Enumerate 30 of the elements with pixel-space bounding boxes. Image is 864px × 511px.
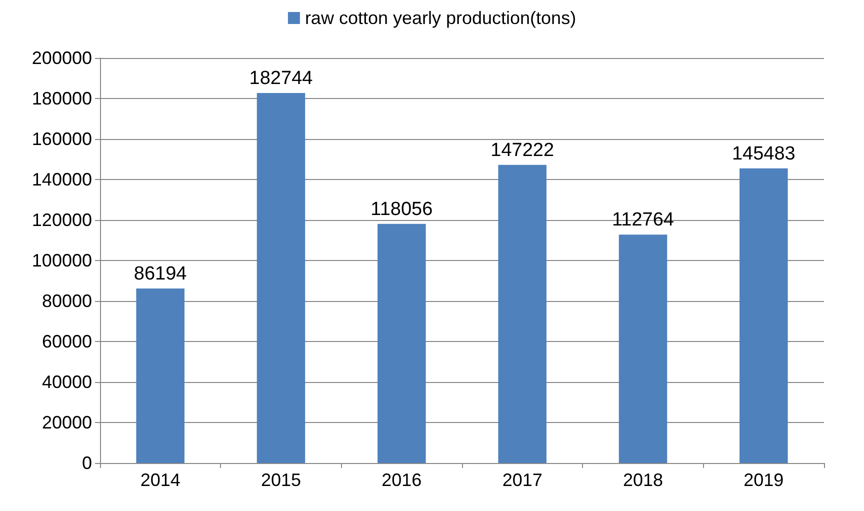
bar	[618, 234, 668, 463]
data-label: 118056	[370, 198, 433, 220]
x-tick-label: 2019	[744, 470, 784, 490]
legend-label: raw cotton yearly production(tons)	[304, 8, 576, 28]
y-tick-label: 180000	[32, 88, 92, 108]
y-tick-label: 0	[82, 453, 92, 473]
y-tick-label: 40000	[42, 372, 92, 392]
y-tick-label: 80000	[42, 291, 92, 311]
data-label: 182744	[249, 68, 314, 89]
x-tick-label: 2015	[260, 470, 302, 490]
data-label: 145483	[732, 143, 796, 164]
x-tick-label: 2017	[502, 470, 542, 490]
bar	[498, 164, 546, 463]
x-tick-label: 2018	[622, 470, 664, 490]
y-tick-label: 100000	[32, 250, 92, 270]
x-tick-label: 2014	[140, 470, 180, 490]
y-tick-label: 60000	[42, 332, 92, 352]
y-tick-label: 120000	[32, 210, 92, 230]
bar	[740, 168, 788, 463]
y-tick-label: 200000	[32, 48, 92, 68]
bar	[256, 92, 306, 463]
data-label: 147222	[490, 140, 554, 161]
y-tick-label: 20000	[42, 412, 92, 432]
bar	[378, 224, 426, 463]
x-tick-label: 2016	[382, 470, 422, 490]
bar	[136, 288, 184, 463]
data-label: 112764	[612, 210, 674, 231]
data-label: 86194	[134, 263, 188, 284]
y-tick-label: 160000	[32, 129, 92, 149]
y-tick-label: 140000	[32, 170, 92, 190]
